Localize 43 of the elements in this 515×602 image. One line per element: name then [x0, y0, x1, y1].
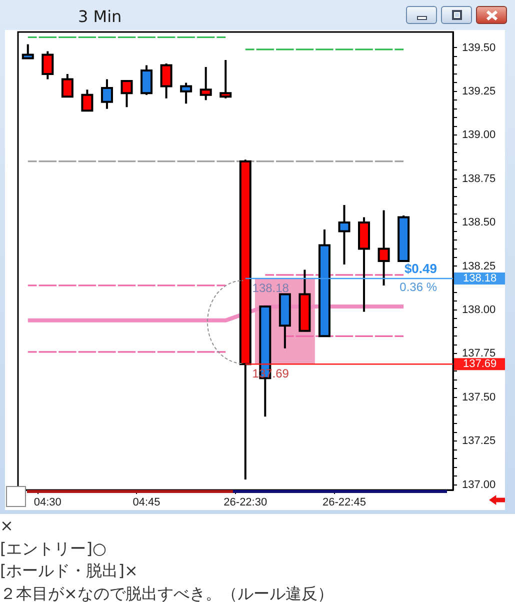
ref-line-label: 137.69 — [463, 358, 497, 370]
candlestick — [338, 204, 350, 266]
y-tick-label: 137.50 — [462, 391, 496, 404]
y-tick-label: 138.00 — [462, 304, 496, 316]
candlestick — [318, 228, 330, 338]
candlestick — [278, 293, 291, 350]
candlestick — [220, 58, 232, 100]
y-tick-label: 139.00 — [462, 129, 496, 142]
candlestick — [358, 216, 370, 313]
candlestick — [160, 62, 172, 100]
y-tick-label: 138.50 — [462, 216, 496, 229]
candlestick — [200, 66, 212, 102]
candlestick — [298, 268, 311, 332]
candlestick — [22, 43, 34, 60]
y-tick-label: 138.75 — [462, 172, 496, 185]
text: × — [0, 515, 14, 537]
x-tick-label: 04:45 — [132, 496, 160, 509]
ref-line-label: 138.18 — [463, 272, 497, 285]
text: [ホールド・脱出]× — [0, 560, 139, 582]
candlestick — [81, 88, 94, 112]
candlestick — [378, 209, 390, 286]
candlestick — [140, 64, 153, 96]
candlestick — [398, 214, 410, 262]
y-tick-label: 139.25 — [462, 85, 496, 98]
x-tick-label: 04:30 — [34, 496, 62, 509]
chart-title: 3 Min — [78, 7, 122, 26]
candlestick — [61, 72, 74, 98]
candlestick — [239, 158, 252, 481]
candlestick — [100, 78, 113, 110]
candlestick — [120, 80, 133, 108]
y-tick-label: 139.50 — [462, 42, 496, 54]
text: ２本目が×なので脱出すべき。（ルール違反） — [0, 582, 334, 602]
x-tick-label: 26-22:30 — [224, 496, 268, 509]
annotation: $0.49 — [404, 261, 437, 276]
y-tick-label: 137.00 — [462, 478, 496, 491]
annotation: 0.36 % — [400, 280, 438, 294]
candlestick — [180, 82, 192, 105]
y-tick-label: 137.75 — [462, 348, 496, 360]
y-tick-label: 137.25 — [462, 435, 496, 448]
y-tick-label: 138.25 — [462, 260, 496, 272]
x-tick-label: 26-22:45 — [322, 496, 366, 509]
text: [エントリー]○ — [0, 538, 108, 560]
candlestick — [42, 50, 54, 80]
